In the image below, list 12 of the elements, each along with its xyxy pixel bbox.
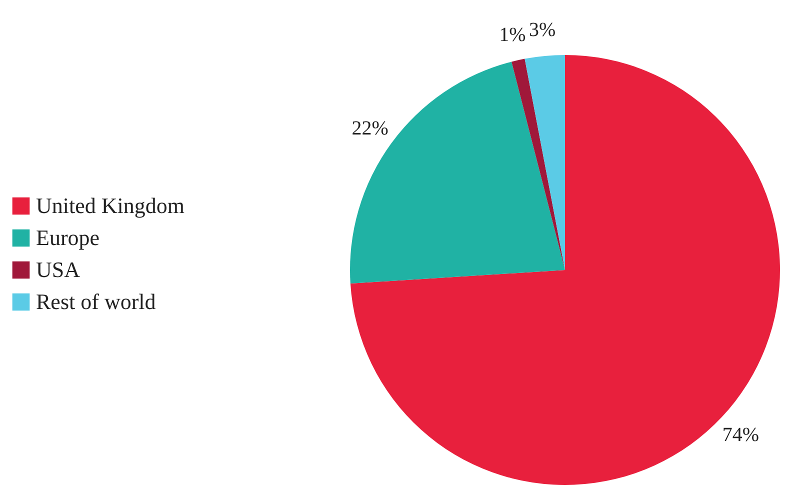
legend-label: United Kingdom <box>36 193 184 218</box>
legend-label: USA <box>36 257 80 282</box>
pie-slice <box>350 55 780 485</box>
legend-label: Europe <box>36 225 100 250</box>
pie-slice <box>512 58 565 270</box>
data-label: 1% <box>499 24 526 46</box>
legend-label: Rest of world <box>36 289 156 314</box>
pie-slice <box>350 62 565 284</box>
data-label: 3% <box>528 19 556 42</box>
pie-slice <box>524 55 565 270</box>
data-label: 74% <box>722 424 760 446</box>
data-label: 22% <box>352 117 388 140</box>
